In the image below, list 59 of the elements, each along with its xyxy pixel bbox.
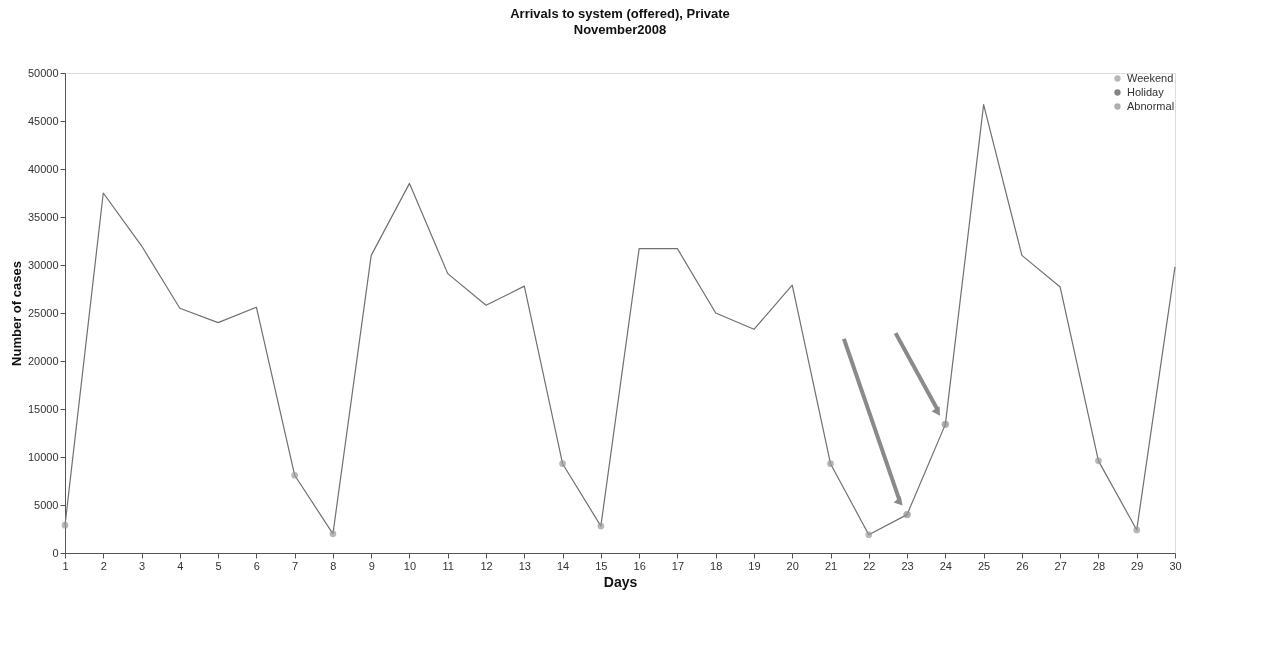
legend-label: Weekend (1127, 71, 1174, 84)
x-tick-label: 13 (518, 559, 531, 572)
chart-subtitle: November2008 (573, 22, 667, 37)
x-tick-label: 27 (1054, 559, 1067, 572)
x-axis-title: Days (603, 573, 638, 590)
point (865, 531, 873, 539)
y-tick-label: 20000 (27, 354, 59, 367)
point (1095, 457, 1102, 465)
point (291, 471, 299, 479)
x-tick-label: 30 (1169, 559, 1182, 572)
point (941, 420, 950, 429)
x-tick-label: 16 (633, 559, 646, 572)
point (1133, 526, 1141, 534)
x-tick-label: 19 (748, 559, 761, 572)
x-tick-label: 26 (1016, 559, 1029, 572)
x-tick-label: 22 (863, 559, 876, 572)
y-tick-label: 5000 (34, 498, 59, 511)
x-tick-label: 2 (100, 559, 107, 572)
x-tick-label: 11 (442, 559, 454, 572)
legend-label: Holiday (1127, 85, 1165, 98)
point (559, 460, 566, 468)
y-tick-label: 45000 (27, 114, 59, 127)
point (903, 510, 911, 519)
x-tick-label: 23 (901, 559, 914, 572)
x-tick-label: 8 (330, 559, 337, 572)
point (597, 522, 605, 530)
point (329, 530, 337, 538)
y-tick-label: 40000 (27, 162, 59, 175)
x-tick-label: 29 (1131, 559, 1144, 572)
x-tick-label: 21 (824, 559, 838, 572)
chart-title: Arrivals to system (offered), Private (510, 6, 730, 21)
x-tick-label: 18 (710, 559, 723, 572)
point (827, 460, 834, 468)
y-tick-label: 35000 (27, 210, 59, 223)
x-tick-label: 12 (480, 559, 493, 572)
x-tick-label: 14 (556, 559, 570, 572)
x-tick-label: 17 (671, 559, 685, 572)
x-tick-label: 24 (939, 559, 952, 572)
x-tick-label: 3 (138, 559, 146, 572)
y-tick-label: 50000 (27, 66, 59, 79)
x-tick-label: 15 (595, 559, 608, 572)
x-tick-label: 10 (403, 559, 417, 572)
x-tick-label: 4 (177, 559, 184, 572)
y-tick-label: 15000 (27, 402, 59, 415)
x-tick-label: 9 (368, 559, 375, 572)
x-tick-label: 28 (1092, 559, 1106, 572)
y-tick-label: 10000 (27, 450, 59, 463)
x-tick-label: 25 (978, 559, 991, 572)
point (61, 521, 69, 529)
y-axis-title: Number of cases (8, 261, 24, 366)
x-tick-label: 7 (292, 559, 299, 572)
x-tick-label: 5 (215, 559, 222, 572)
legend-label: Abnormal (1127, 99, 1175, 112)
y-tick-label: 25000 (27, 306, 59, 319)
y-tick-label: 30000 (27, 258, 59, 271)
x-tick-label: 20 (786, 559, 799, 572)
y-tick-label: 0 (52, 546, 59, 559)
x-tick-label: 1 (62, 559, 69, 572)
x-tick-label: 6 (253, 559, 260, 572)
